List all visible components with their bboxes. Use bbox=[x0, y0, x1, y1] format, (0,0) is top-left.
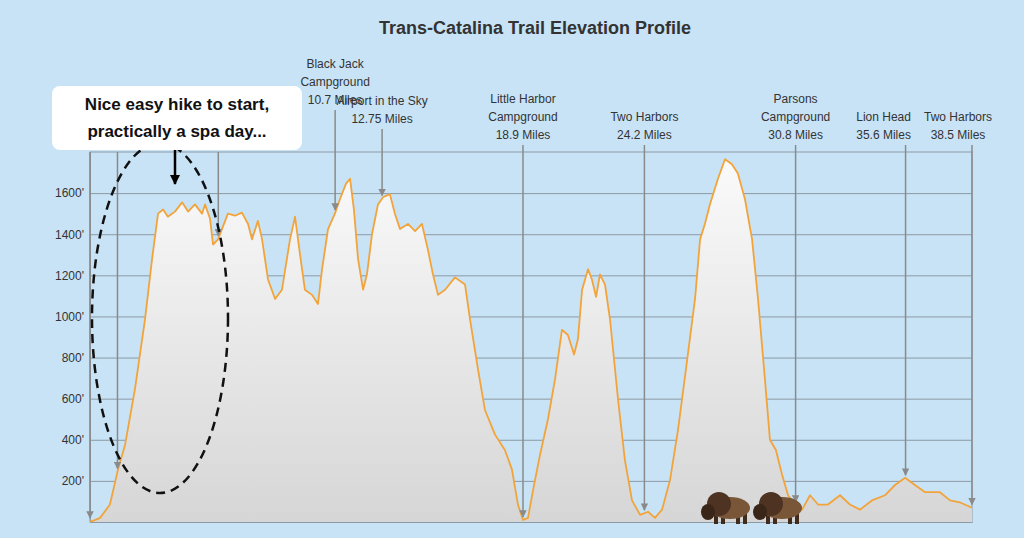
waypoint-arrow bbox=[381, 129, 383, 196]
waypoint-label: 24.2 Miles bbox=[617, 128, 672, 142]
waypoint-arrow bbox=[117, 152, 119, 469]
plot-area bbox=[90, 159, 972, 522]
grid-line bbox=[90, 193, 972, 194]
waypoint-label: Parsons bbox=[774, 92, 818, 106]
waypoint-arrow bbox=[905, 145, 907, 475]
y-tick-label: 1000' bbox=[55, 310, 84, 324]
waypoint-label: Two Harbors bbox=[610, 110, 678, 124]
waypoint-label: 38.5 Miles bbox=[931, 128, 986, 142]
bison-horn bbox=[755, 499, 757, 505]
waypoint-label: Airport in the Sky bbox=[336, 94, 427, 108]
waypoint-label: Little Harbor bbox=[490, 92, 555, 106]
bison-icon bbox=[701, 492, 750, 524]
y-tick-label: 1400' bbox=[55, 228, 84, 242]
waypoint-arrow bbox=[89, 152, 91, 518]
elevation-line bbox=[90, 159, 972, 522]
y-axis: 200' 400' 600' 800' 1000' 1200' 1400' 1600' bbox=[55, 153, 972, 523]
waypoint-arrow bbox=[971, 145, 973, 505]
callout: Nice easy hike to start, practically a sp… bbox=[52, 86, 302, 493]
bison-head bbox=[701, 504, 715, 520]
y-tick-label: 200' bbox=[62, 474, 84, 488]
y-tick-label: 600' bbox=[62, 392, 84, 406]
y-tick-label: 400' bbox=[62, 433, 84, 447]
waypoint-label: Campground bbox=[761, 110, 830, 124]
waypoint-arrow bbox=[334, 110, 336, 210]
waypoint-label: Two Harbors bbox=[924, 110, 992, 124]
waypoint-label: 30.8 Miles bbox=[768, 128, 823, 142]
bison-horn bbox=[703, 499, 705, 505]
callout-text: Nice easy hike to start, bbox=[85, 95, 269, 114]
waypoint-label: Campground bbox=[300, 75, 369, 89]
waypoint-label: 12.75 Miles bbox=[351, 112, 412, 126]
waypoint-label: Black Jack bbox=[306, 57, 364, 71]
waypoint-label: Campground bbox=[488, 110, 557, 124]
y-tick-label: 800' bbox=[62, 351, 84, 365]
y-tick-label: 1600' bbox=[55, 186, 84, 200]
waypoint-arrow bbox=[522, 145, 524, 517]
y-tick: 1600' bbox=[55, 186, 972, 200]
waypoint-label: Lion Head bbox=[856, 110, 911, 124]
waypoint-label: 35.6 Miles bbox=[856, 128, 911, 142]
callout-text: practically a spa day... bbox=[87, 122, 266, 141]
waypoint-label: 18.9 Miles bbox=[496, 128, 551, 142]
y-tick-label: 1200' bbox=[55, 269, 84, 283]
elevation-area bbox=[90, 159, 972, 522]
callout-box bbox=[52, 86, 302, 150]
bison-head bbox=[753, 504, 767, 520]
chart-root: Trans-Catalina Trail Elevation Profile 20… bbox=[0, 0, 1024, 538]
bison-icon bbox=[753, 492, 802, 524]
waypoint-arrow bbox=[644, 145, 646, 510]
chart-svg: Trans-Catalina Trail Elevation Profile 20… bbox=[0, 0, 1024, 538]
waypoint-arrow bbox=[795, 145, 797, 502]
callout-ellipse bbox=[92, 143, 228, 493]
y-axis-line bbox=[90, 153, 91, 523]
chart-title: Trans-Catalina Trail Elevation Profile bbox=[379, 18, 691, 38]
callout-arrow bbox=[174, 150, 177, 184]
plot-frame bbox=[90, 152, 972, 522]
